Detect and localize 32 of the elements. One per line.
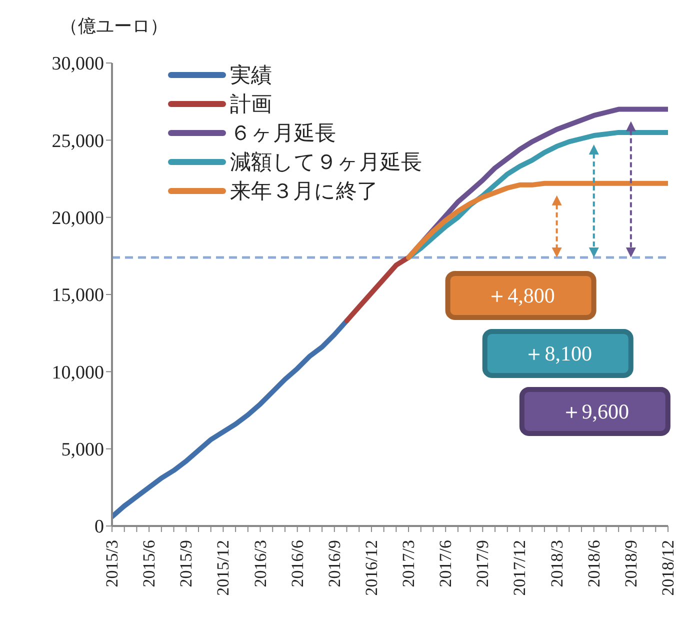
annotation: ＋4,800 <box>486 283 555 308</box>
legend-label: 来年３月に終了 <box>230 178 378 204</box>
annotation: ＋8,100 <box>524 341 592 366</box>
x-tick-label: 2015/3 <box>102 540 122 588</box>
x-tick-label: 2016/6 <box>288 540 307 588</box>
y-axis-title: （億ユーロ） <box>60 15 168 38</box>
x-tick-label: 2017/9 <box>473 540 492 588</box>
annotation: ＋9,600 <box>560 399 630 424</box>
y-tick-label: 30,000 <box>52 54 104 75</box>
y-tick-label: 0 <box>94 516 104 538</box>
x-tick-label: 2017/6 <box>436 540 456 588</box>
x-tick-label: 2018/3 <box>547 540 566 588</box>
x-tick-label: 2018/6 <box>584 540 604 588</box>
x-tick-label: 2015/6 <box>140 540 159 588</box>
x-tick-label: 2016/9 <box>324 540 344 588</box>
legend-label: ６ヶ月延長 <box>230 120 336 146</box>
legend-label: 計画 <box>230 90 272 118</box>
y-tick-label: 10,000 <box>52 362 104 384</box>
x-tick-label: 2017/3 <box>399 540 418 588</box>
x-tick-label: 2018/9 <box>621 540 640 588</box>
x-tick-label: 2016/12 <box>362 540 381 596</box>
x-tick-label: 2015/9 <box>176 540 196 588</box>
legend-label: 実績 <box>230 62 272 88</box>
y-tick-label: 5,000 <box>61 440 104 461</box>
y-tick-label: 20,000 <box>52 208 104 230</box>
x-tick-label: 2018/12 <box>658 540 678 596</box>
y-tick-label: 25,000 <box>52 130 104 152</box>
legend-label: 減額して９ヶ月延長 <box>230 148 422 176</box>
x-tick-label: 2017/12 <box>510 540 530 596</box>
x-tick-label: 2016/3 <box>250 540 270 588</box>
x-tick-label: 2015/12 <box>214 540 233 596</box>
y-tick-label: 15,000 <box>52 285 104 306</box>
